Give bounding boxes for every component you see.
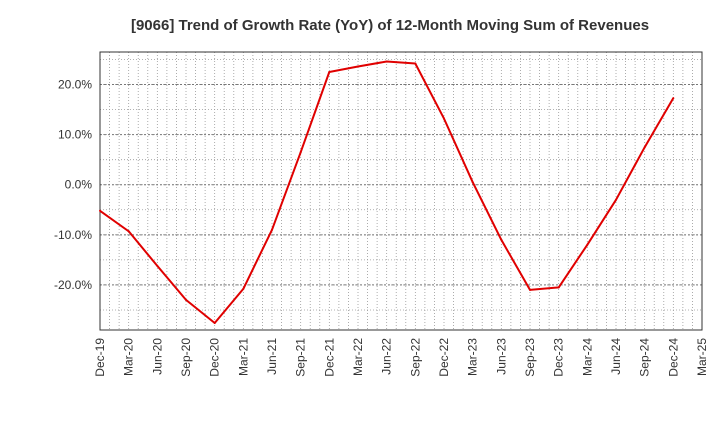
y-axis-labels: -20.0% -10.0% 0.0% 10.0% 20.0% <box>54 78 92 292</box>
x-tick-label: Mar-20 <box>122 338 136 376</box>
y-tick-label: -10.0% <box>54 228 92 242</box>
data-point <box>586 243 589 246</box>
series-layer <box>99 60 675 324</box>
x-tick-label: Jun-23 <box>494 338 508 375</box>
x-tick-label: Dec-21 <box>322 338 336 377</box>
x-tick-label: Mar-21 <box>236 338 250 376</box>
grid-vertical <box>109 52 693 330</box>
data-point <box>529 288 531 291</box>
x-tick-label: Mar-23 <box>466 338 480 376</box>
grid-horizontal <box>100 59 702 311</box>
x-tick-label: Jun-24 <box>609 338 623 375</box>
data-point <box>557 286 560 289</box>
plot-area <box>99 51 703 331</box>
x-tick-label: Jun-21 <box>265 338 279 375</box>
data-point <box>443 117 445 120</box>
x-tick-label: Mar-22 <box>351 338 365 376</box>
x-tick-label: Sep-20 <box>179 338 193 377</box>
x-tick-label: Sep-23 <box>523 338 537 377</box>
data-point <box>156 264 159 267</box>
data-point <box>385 60 388 63</box>
data-point <box>185 298 187 301</box>
data-point <box>271 228 273 231</box>
x-axis-labels: Dec-19 Mar-20 Jun-20 Sep-20 Dec-20 Mar-21 Jun-… <box>93 338 709 377</box>
x-tick-label: Dec-20 <box>208 338 222 377</box>
x-tick-label: Jun-20 <box>150 338 164 375</box>
y-tick-label: 10.0% <box>58 128 92 142</box>
data-point <box>242 287 245 290</box>
data-point <box>357 65 359 68</box>
data-point <box>643 146 646 149</box>
data-point <box>672 97 675 100</box>
chart-title: [9066] Trend of Growth Rate (YoY) of 12-… <box>131 17 649 34</box>
x-tick-label: Jun-22 <box>380 338 394 375</box>
y-tick-label: -20.0% <box>54 278 92 292</box>
x-tick-label: Mar-25 <box>695 338 709 376</box>
x-tick-label: Dec-24 <box>666 338 680 377</box>
data-point <box>99 209 101 212</box>
x-tick-label: Dec-22 <box>437 338 451 377</box>
y-tick-label: 20.0% <box>58 78 92 92</box>
x-tick-label: Sep-24 <box>638 338 652 377</box>
data-point <box>213 322 216 324</box>
data-point <box>500 238 503 241</box>
x-tick-label: Sep-21 <box>294 338 308 377</box>
data-point <box>299 151 302 154</box>
x-tick-label: Dec-19 <box>93 338 107 377</box>
x-tick-label: Dec-23 <box>552 338 566 377</box>
x-tick-label: Mar-24 <box>580 338 594 376</box>
data-point <box>414 62 417 65</box>
data-point <box>615 198 617 201</box>
data-point <box>471 181 474 184</box>
x-tick-label: Sep-22 <box>408 338 422 377</box>
y-tick-label: 0.0% <box>65 178 93 192</box>
data-point <box>328 71 331 73</box>
data-point <box>127 230 130 233</box>
